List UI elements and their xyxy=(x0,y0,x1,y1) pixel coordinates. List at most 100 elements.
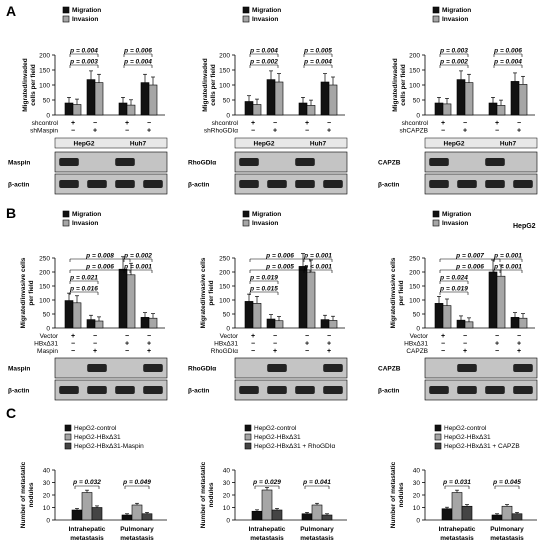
panel-c3: HepG2-control HepG2-HBxΔ31 HepG2-HBxΔ31 + … xyxy=(390,424,537,542)
treatment-sign: − xyxy=(125,128,129,135)
treatment-sign: − xyxy=(463,333,467,340)
cell-line-label: HepG2 xyxy=(444,141,465,148)
panel-c2: HepG2-control HepG2-HBxΔ31 HepG2-HBxΔ31 + … xyxy=(200,424,347,542)
treatment-sign: + xyxy=(327,348,331,355)
treatment-label: RhoGDIα xyxy=(211,348,238,355)
legend-label: HepG2-control xyxy=(254,425,297,432)
legend-swatch xyxy=(244,433,252,441)
treatment-sign: − xyxy=(273,341,277,348)
blot-strip xyxy=(424,379,538,401)
p-value-label: p = 0.005 xyxy=(265,264,294,271)
p-value-label: p = 0.024 xyxy=(439,275,468,282)
legend-label: HepG2-control xyxy=(444,425,487,432)
y-axis-title-line: cells per field xyxy=(30,64,37,106)
bar xyxy=(320,319,330,329)
treatment-sign: − xyxy=(495,128,499,135)
bar xyxy=(266,318,276,329)
blot-band xyxy=(457,386,477,394)
treatment-sign: + xyxy=(495,120,499,127)
bar xyxy=(461,505,473,521)
treatment-sign: − xyxy=(517,333,521,340)
legend-swatch xyxy=(64,442,72,450)
bar xyxy=(91,507,103,521)
bar xyxy=(496,105,506,116)
legend-swatch xyxy=(62,210,70,218)
blot-band xyxy=(267,364,287,372)
legend-label: Invasion xyxy=(442,220,468,227)
bar xyxy=(311,504,323,521)
p-value-label: p = 0.041 xyxy=(302,479,331,486)
panel-b3: Migration Invasion HepG2 Migrated/invasive … xyxy=(378,210,538,401)
treatment-sign: − xyxy=(463,120,467,127)
cell-line-label: Huh7 xyxy=(130,141,147,148)
legend-label: HepG2-HBxΔ31-Maspin xyxy=(74,443,144,450)
y-tick-label: 200 xyxy=(219,53,230,60)
y-axis-title-line: Migrated/invasive cells xyxy=(390,257,397,328)
blot-band xyxy=(429,386,449,394)
bar xyxy=(434,303,444,329)
legend-label: Invasion xyxy=(72,220,98,227)
treatment-sign: + xyxy=(327,341,331,348)
treatment-sign: + xyxy=(147,348,151,355)
y-axis-title-line: cells per field xyxy=(210,64,217,106)
bar xyxy=(64,102,74,116)
legend-swatch xyxy=(244,442,252,450)
blot-band xyxy=(115,180,135,188)
x-category-label: Pulmonary xyxy=(490,526,524,533)
blot-label: β-actin xyxy=(8,182,29,189)
p-value-label: p < 0.001 xyxy=(303,264,332,271)
y-axis-title-line: nodules xyxy=(28,482,35,507)
treatment-sign: + xyxy=(147,128,151,135)
treatment-sign: − xyxy=(71,348,75,355)
x-category-label: metastasis xyxy=(490,535,524,542)
treatment-sign: − xyxy=(495,333,499,340)
treatment-sign: − xyxy=(147,333,151,340)
legend-swatch xyxy=(64,424,72,432)
bar xyxy=(141,513,153,521)
blot-label: RhoGDIα xyxy=(188,160,216,167)
legend-swatch xyxy=(434,442,442,450)
treatment-sign: + xyxy=(441,333,445,340)
legend-label: Migration xyxy=(442,7,471,14)
cell-line-label: HepG2 xyxy=(254,141,275,148)
bar xyxy=(94,82,104,116)
p-value-label: p = 0.004 xyxy=(303,59,332,66)
x-category-label: metastasis xyxy=(300,535,334,542)
treatment-sign: + xyxy=(71,120,75,127)
legend-label: Migration xyxy=(252,211,281,218)
treatment-sign: − xyxy=(495,348,499,355)
section-letter-c: C xyxy=(6,405,16,421)
treatment-label: shMaspin xyxy=(30,128,58,135)
blot-band xyxy=(295,386,315,394)
bar xyxy=(118,102,128,116)
blot-strip xyxy=(234,173,348,195)
bar xyxy=(126,274,136,329)
bar xyxy=(261,489,273,521)
blot-band xyxy=(485,180,505,188)
blot-strip xyxy=(234,379,348,401)
y-axis-title-line: per field xyxy=(28,280,35,305)
blot-band xyxy=(295,180,315,188)
treatment-sign: − xyxy=(517,120,521,127)
bar xyxy=(126,104,136,116)
y-tick-label: 10 xyxy=(413,505,421,512)
p-value-label: p = 0.006 xyxy=(493,48,522,55)
treatment-sign: + xyxy=(441,120,445,127)
y-tick-label: 10 xyxy=(43,505,51,512)
y-tick-label: 150 xyxy=(39,284,50,291)
p-value-label: p = 0.001 xyxy=(493,253,522,260)
treatment-sign: − xyxy=(441,128,445,135)
p-value-label: p = 0.007 xyxy=(455,253,484,260)
treatment-sign: − xyxy=(93,120,97,127)
bar xyxy=(86,319,96,329)
x-category-label: metastasis xyxy=(70,535,104,542)
treatment-sign: + xyxy=(93,348,97,355)
blot-band xyxy=(267,180,287,188)
blot-label: Maspin xyxy=(8,160,30,167)
blot-band xyxy=(143,386,163,394)
treatment-sign: + xyxy=(251,120,255,127)
bar xyxy=(456,79,466,116)
x-category-label: Intrahepatic xyxy=(249,526,286,533)
blot-label: Maspin xyxy=(8,366,30,373)
treatment-sign: + xyxy=(125,120,129,127)
